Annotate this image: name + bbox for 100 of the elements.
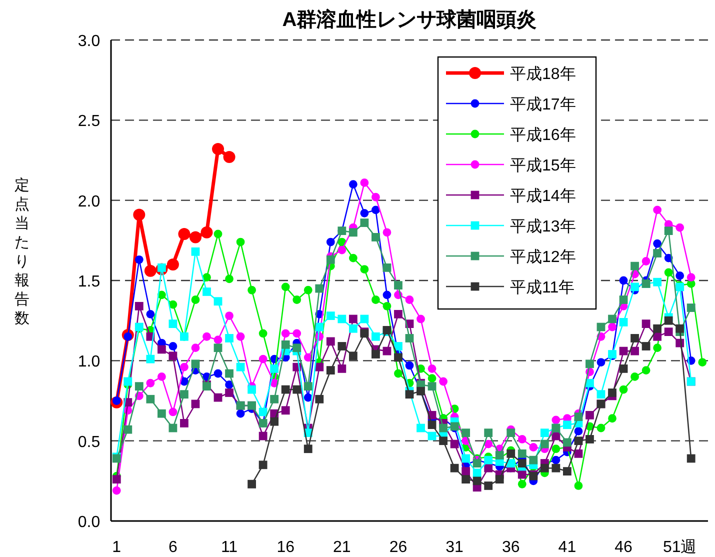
- point: [304, 444, 312, 454]
- point: [372, 296, 380, 304]
- point: [180, 390, 188, 399]
- y-tick-label: 1.5: [78, 274, 100, 290]
- point: [112, 486, 121, 495]
- point: [281, 282, 290, 292]
- legend-label: 平成13年: [510, 218, 576, 236]
- point: [191, 344, 200, 352]
- point: [439, 377, 448, 386]
- point: [180, 362, 188, 372]
- point: [225, 369, 234, 378]
- point: [326, 366, 335, 374]
- point: [360, 314, 369, 324]
- point: [664, 316, 673, 325]
- point: [484, 464, 493, 472]
- point: [144, 264, 156, 277]
- legend-label: 平成14年: [510, 187, 576, 205]
- point: [574, 449, 583, 458]
- x-tick-label: 21: [333, 539, 351, 556]
- point: [405, 390, 414, 399]
- x-tick-label: 6: [168, 539, 178, 556]
- point: [191, 296, 200, 304]
- point: [382, 263, 392, 272]
- y-tick-label: 0.0: [78, 514, 100, 531]
- point: [608, 414, 616, 423]
- point: [574, 436, 583, 446]
- point: [428, 420, 436, 429]
- point: [653, 206, 662, 214]
- point: [630, 334, 639, 342]
- point: [394, 342, 402, 350]
- point: [236, 332, 245, 341]
- legend-label: 平成11年: [510, 278, 575, 296]
- point: [664, 328, 673, 336]
- point: [124, 425, 132, 434]
- point: [372, 350, 380, 358]
- point: [450, 464, 459, 472]
- legend-label: 平成17年: [510, 96, 576, 114]
- point: [405, 361, 414, 370]
- point: [157, 372, 166, 381]
- point: [236, 409, 245, 418]
- point: [326, 255, 335, 264]
- point: [563, 467, 572, 476]
- point: [563, 420, 572, 429]
- point: [348, 314, 358, 324]
- point: [653, 239, 662, 248]
- point: [676, 223, 684, 232]
- point: [212, 143, 224, 156]
- point: [686, 273, 696, 282]
- point: [168, 320, 178, 328]
- point: [686, 454, 696, 463]
- point: [315, 362, 324, 372]
- point: [462, 475, 470, 484]
- point: [552, 456, 560, 464]
- point: [168, 342, 178, 350]
- point: [428, 364, 436, 373]
- point: [326, 238, 335, 246]
- point: [112, 475, 121, 484]
- point: [462, 454, 470, 463]
- x-tick-label: 41: [558, 539, 576, 556]
- point: [506, 459, 516, 468]
- point: [552, 416, 560, 424]
- point: [586, 435, 594, 444]
- point: [630, 282, 639, 292]
- point: [416, 314, 425, 324]
- point: [225, 334, 234, 342]
- legend-label: 平成15年: [510, 156, 576, 174]
- point: [428, 382, 436, 391]
- legend-label: 平成12年: [510, 248, 576, 266]
- point: [506, 428, 516, 438]
- point: [292, 329, 302, 338]
- point: [360, 178, 369, 187]
- point: [552, 464, 560, 472]
- point: [214, 336, 222, 344]
- point: [236, 238, 245, 246]
- point: [191, 360, 200, 368]
- point: [653, 249, 662, 258]
- point: [214, 393, 222, 402]
- point: [338, 314, 346, 324]
- point: [168, 424, 178, 432]
- point: [360, 208, 369, 218]
- x-tick-label: 46: [614, 539, 633, 556]
- point: [450, 440, 459, 448]
- point: [382, 346, 392, 356]
- point: [394, 369, 402, 378]
- point: [664, 268, 673, 277]
- point: [664, 226, 673, 235]
- y-tick-label: 2.5: [78, 113, 100, 130]
- point: [382, 302, 392, 310]
- point: [258, 354, 268, 364]
- point: [382, 228, 392, 237]
- point: [315, 394, 324, 404]
- point: [180, 418, 188, 428]
- y-tick-label: 1.0: [78, 354, 100, 371]
- point: [472, 468, 482, 478]
- point: [642, 366, 650, 374]
- point: [619, 385, 628, 394]
- y-tick-label: 2.0: [78, 193, 100, 210]
- point: [484, 440, 493, 448]
- point: [596, 322, 606, 332]
- point: [258, 329, 268, 338]
